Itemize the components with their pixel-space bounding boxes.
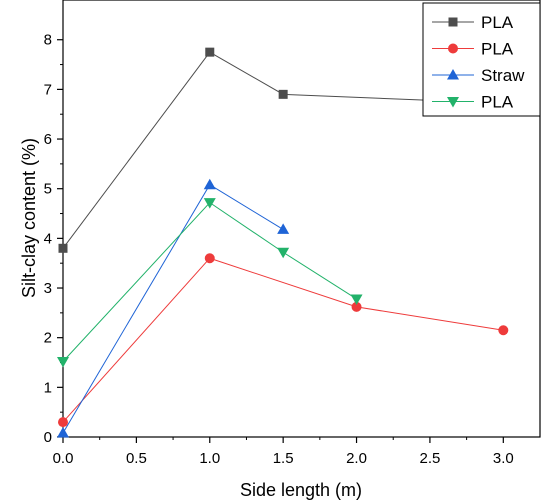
y-tick-label: 0 xyxy=(44,429,52,446)
x-tick-label: 2.0 xyxy=(346,450,367,467)
data-point xyxy=(277,247,290,259)
data-point xyxy=(351,301,362,312)
y-tick-label: 6 xyxy=(44,131,52,148)
legend-marker xyxy=(448,43,458,54)
legend-label: PLA xyxy=(481,93,514,112)
series-line xyxy=(62,51,504,249)
y-tick-label: 7 xyxy=(44,81,52,98)
y-tick-label: 8 xyxy=(44,32,52,49)
x-tick-label: 0.0 xyxy=(53,450,74,467)
series-2 xyxy=(58,253,509,428)
data-point xyxy=(57,357,69,368)
legend-item: PLA xyxy=(432,40,514,59)
data-point xyxy=(498,325,509,336)
data-point xyxy=(277,223,290,234)
x-tick-label: 1.0 xyxy=(199,450,220,467)
legend-item: PLA xyxy=(432,93,514,112)
data-point xyxy=(203,198,216,209)
x-tick-label: 0.5 xyxy=(126,450,147,467)
data-point xyxy=(57,427,69,438)
legend-item: Straw xyxy=(432,66,525,85)
data-point xyxy=(58,243,68,253)
ticks-layer: 0.0 0.5 1.0 1.5 2.0 2.5 3.0 0 1 2 3 4 5 6 7 8 xyxy=(44,32,514,467)
legend-label: PLA xyxy=(481,13,514,32)
legend-label: Straw xyxy=(481,66,525,85)
series-3 xyxy=(57,178,290,438)
legend-item: PLA xyxy=(432,13,514,32)
legend-label: PLA xyxy=(481,40,514,59)
y-tick-label: 3 xyxy=(44,280,52,297)
legend-marker xyxy=(447,97,459,108)
x-tick-label: 2.5 xyxy=(419,450,440,467)
series-line xyxy=(62,201,357,362)
y-tick-label: 4 xyxy=(44,230,52,247)
legend-marker xyxy=(447,69,459,80)
series-line xyxy=(62,184,284,434)
data-point xyxy=(205,47,215,57)
data-point xyxy=(203,178,216,190)
data-point xyxy=(278,89,288,99)
y-axis-title: Silt-clay content (%) xyxy=(19,138,39,298)
series-layer xyxy=(57,47,509,438)
data-point xyxy=(350,294,363,305)
data-point xyxy=(204,253,215,264)
legend: PLA PLA Straw PLA xyxy=(422,2,541,117)
x-tick-label: 3.0 xyxy=(493,450,514,467)
series-line xyxy=(62,257,504,423)
series-4 xyxy=(57,198,363,368)
y-tick-label: 5 xyxy=(44,181,52,198)
x-tick-label: 1.5 xyxy=(273,450,294,467)
plot-frame xyxy=(62,0,541,438)
y-tick-label: 1 xyxy=(44,379,52,396)
data-point xyxy=(58,417,68,428)
legend-marker xyxy=(448,17,458,27)
y-tick-label: 2 xyxy=(44,330,52,347)
x-axis-title: Side length (m) xyxy=(240,480,362,500)
